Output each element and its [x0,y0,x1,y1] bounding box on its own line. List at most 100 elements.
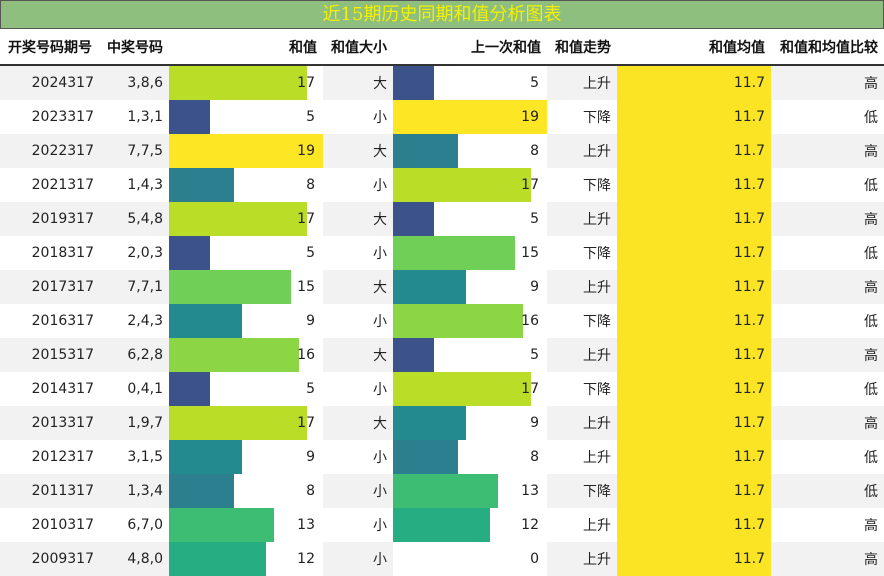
issue-cell: 2016317 [0,304,100,338]
trend-cell: 上升 [547,65,617,100]
compare-cell: 低 [771,474,884,508]
compare-cell: 高 [771,338,884,372]
numbers-cell: 2,4,3 [100,304,169,338]
prev-sum-bar [393,270,466,304]
table-row: 2010317 6,7,0 13 小 12 上升 11.7 高 [0,508,884,542]
sum-value: 8 [306,177,315,193]
sum-value: 8 [306,483,315,499]
table-row: 2023317 1,3,1 5 小 19 下降 11.7 低 [0,100,884,134]
prev-sum-value: 8 [530,143,539,159]
table-row: 2021317 1,4,3 8 小 17 下降 11.7 低 [0,168,884,202]
table-row: 2011317 1,3,4 8 小 13 下降 11.7 低 [0,474,884,508]
issue-cell: 2015317 [0,338,100,372]
sum-cell: 5 [169,236,323,270]
size-cell: 小 [323,100,393,134]
prev-sum-bar [393,66,434,100]
trend-cell: 上升 [547,542,617,576]
sum-cell: 8 [169,168,323,202]
compare-cell: 高 [771,202,884,236]
issue-cell: 2011317 [0,474,100,508]
trend-cell: 下降 [547,168,617,202]
table-row: 2009317 4,8,0 12 小 0 上升 11.7 高 [0,542,884,576]
sum-cell: 5 [169,372,323,406]
compare-cell: 低 [771,168,884,202]
numbers-cell: 2,0,3 [100,236,169,270]
trend-cell: 上升 [547,508,617,542]
header-row: 开奖号码期号 中奖号码 和值 和值大小 上一次和值 和值走势 和值均值 和值和均… [0,29,884,66]
sum-cell: 13 [169,508,323,542]
header-numbers: 中奖号码 [100,29,169,66]
prev-sum-bar [393,508,491,542]
sum-cell: 5 [169,100,323,134]
prev-sum-cell: 5 [393,338,547,372]
sum-cell: 19 [169,134,323,168]
sum-value: 17 [297,75,315,91]
header-prev-sum: 上一次和值 [393,29,547,66]
prev-sum-value: 15 [521,245,539,261]
size-cell: 大 [323,270,393,304]
sum-value: 5 [306,109,315,125]
issue-cell: 2009317 [0,542,100,576]
table-row: 2013317 1,9,7 17 大 9 上升 11.7 高 [0,406,884,440]
avg-cell: 11.7 [617,304,771,338]
table-row: 2019317 5,4,8 17 大 5 上升 11.7 高 [0,202,884,236]
prev-sum-value: 5 [530,75,539,91]
prev-sum-value: 13 [521,483,539,499]
sum-cell: 9 [169,440,323,474]
sum-bar [169,542,267,576]
prev-sum-cell: 16 [393,304,547,338]
sum-bar [169,66,307,100]
size-cell: 小 [323,236,393,270]
compare-cell: 高 [771,542,884,576]
sum-cell: 15 [169,270,323,304]
numbers-cell: 6,2,8 [100,338,169,372]
numbers-cell: 4,8,0 [100,542,169,576]
trend-cell: 上升 [547,270,617,304]
sum-cell: 17 [169,406,323,440]
prev-sum-cell: 9 [393,406,547,440]
numbers-cell: 1,3,4 [100,474,169,508]
header-sum: 和值 [169,29,323,66]
sum-cell: 17 [169,65,323,100]
chart-title: 近15期历史同期和值分析图表 [0,0,884,29]
avg-cell: 11.7 [617,372,771,406]
sum-bar [169,508,275,542]
size-cell: 大 [323,202,393,236]
header-issue: 开奖号码期号 [0,29,100,66]
prev-sum-cell: 13 [393,474,547,508]
prev-sum-value: 9 [530,279,539,295]
avg-cell: 11.7 [617,202,771,236]
sum-value: 9 [306,313,315,329]
size-cell: 小 [323,168,393,202]
trend-cell: 下降 [547,304,617,338]
sum-cell: 16 [169,338,323,372]
prev-sum-bar [393,406,466,440]
compare-cell: 高 [771,134,884,168]
avg-cell: 11.7 [617,406,771,440]
sum-bar [169,236,210,270]
issue-cell: 2013317 [0,406,100,440]
prev-sum-bar [393,202,434,236]
compare-cell: 低 [771,236,884,270]
avg-cell: 11.7 [617,236,771,270]
size-cell: 小 [323,304,393,338]
issue-cell: 2012317 [0,440,100,474]
prev-sum-cell: 19 [393,100,547,134]
prev-sum-cell: 12 [393,508,547,542]
table-row: 2022317 7,7,5 19 大 8 上升 11.7 高 [0,134,884,168]
table-row: 2018317 2,0,3 5 小 15 下降 11.7 低 [0,236,884,270]
sum-value: 17 [297,415,315,431]
avg-cell: 11.7 [617,168,771,202]
compare-cell: 低 [771,372,884,406]
compare-cell: 高 [771,65,884,100]
table-row: 2016317 2,4,3 9 小 16 下降 11.7 低 [0,304,884,338]
prev-sum-cell: 15 [393,236,547,270]
sum-value: 19 [297,143,315,159]
trend-cell: 上升 [547,134,617,168]
issue-cell: 2018317 [0,236,100,270]
prev-sum-value: 9 [530,415,539,431]
avg-cell: 11.7 [617,508,771,542]
compare-cell: 高 [771,270,884,304]
sum-bar [169,100,210,134]
sum-cell: 17 [169,202,323,236]
